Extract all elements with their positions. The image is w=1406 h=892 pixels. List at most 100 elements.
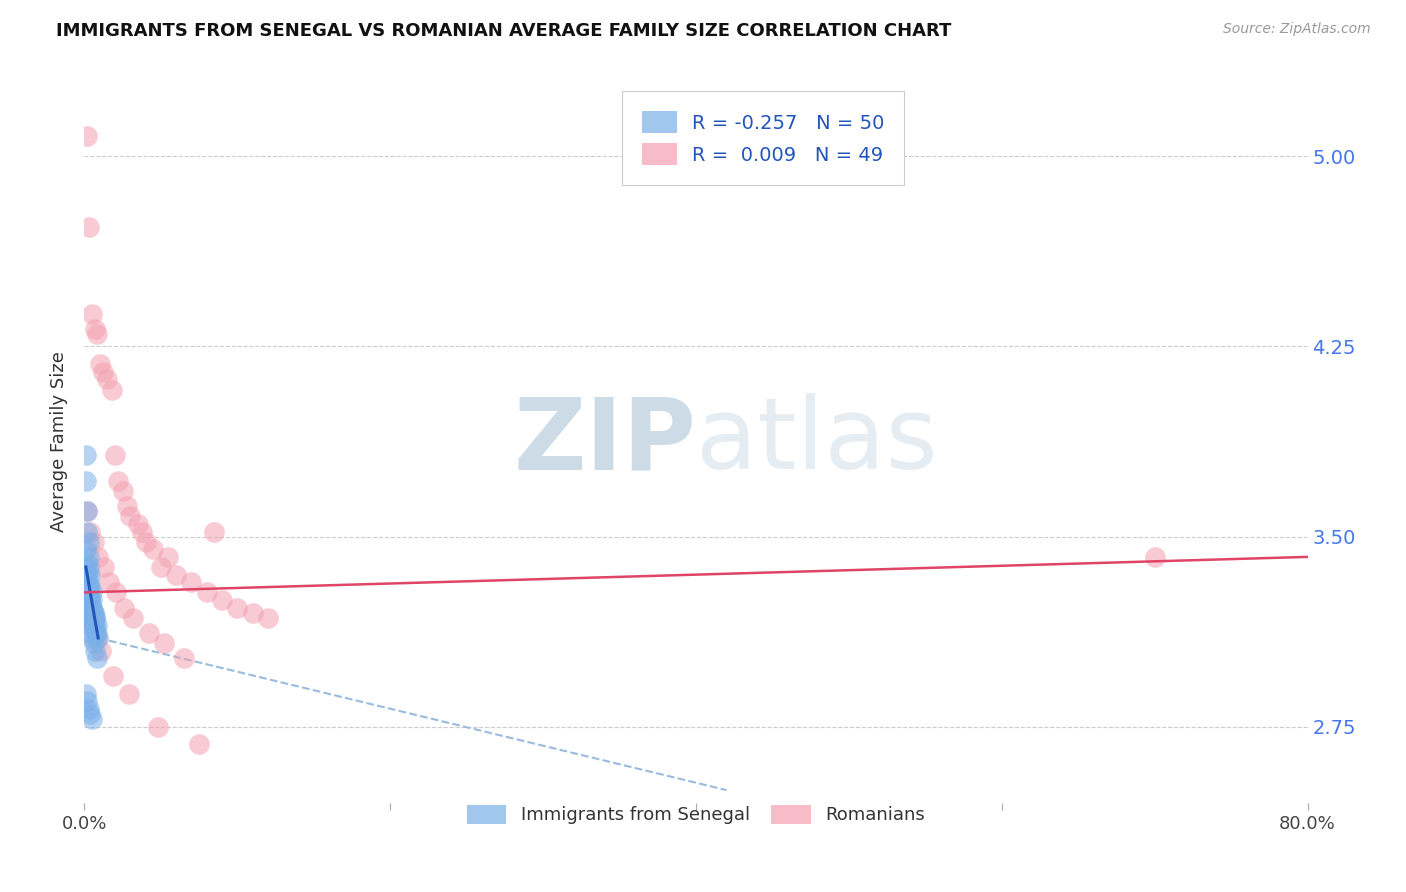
Point [80,631,103,645]
Point [79,580,101,594]
Point [149,560,172,574]
Point [107,474,129,488]
Point [96,372,118,386]
Point [77,575,100,590]
Point [86,618,108,632]
Point [76,694,98,708]
Point [180,575,202,590]
Point [188,738,211,752]
Point [77,560,100,574]
Point [242,606,264,620]
Point [79,593,101,607]
Point [76,524,98,539]
Point [84,643,107,657]
Point [83,618,105,632]
Point [77,702,100,716]
Point [83,636,105,650]
Point [75,474,97,488]
Point [80,306,103,320]
Point [86,626,108,640]
Y-axis label: Average Family Size: Average Family Size [51,351,69,532]
Point [77,534,100,549]
Point [76,504,98,518]
Point [79,606,101,620]
Point [75,542,97,557]
Point [157,549,180,564]
Point [77,585,100,599]
Point [103,669,125,683]
Point [75,560,97,574]
Point [77,580,100,594]
Point [80,618,103,632]
Point [83,606,105,620]
Point [138,626,160,640]
Point [173,651,195,665]
Point [80,593,103,607]
Point [93,560,115,574]
Point [257,611,280,625]
Point [79,524,101,539]
Point [195,585,218,599]
Point [202,524,225,539]
Point [84,611,107,625]
Point [118,687,141,701]
Point [83,534,105,549]
Point [75,449,97,463]
Point [76,611,98,625]
Point [76,567,98,582]
Point [211,593,233,607]
Point [111,483,134,498]
Point [80,600,103,615]
Point [120,509,142,524]
Point [80,585,103,599]
Point [80,611,103,625]
Point [77,220,100,235]
Point [90,643,112,657]
Point [112,600,135,615]
Point [80,600,103,615]
Point [75,687,97,701]
Point [91,365,114,379]
Point [97,575,120,590]
Point [135,534,157,549]
Point [89,357,111,371]
Text: Source: ZipAtlas.com: Source: ZipAtlas.com [1223,22,1371,37]
Point [84,611,107,625]
Point [76,555,98,569]
Point [80,712,103,726]
Point [122,611,145,625]
Text: IMMIGRANTS FROM SENEGAL VS ROMANIAN AVERAGE FAMILY SIZE CORRELATION CHART: IMMIGRANTS FROM SENEGAL VS ROMANIAN AVER… [56,22,952,40]
Point [77,606,100,620]
Point [226,600,249,615]
Text: ZIP: ZIP [513,393,696,490]
Point [76,129,98,144]
Point [146,720,169,734]
Point [84,322,107,336]
Point [79,626,101,640]
Point [131,524,153,539]
Point [77,549,100,564]
Point [75,593,97,607]
Point [86,631,108,645]
Point [86,326,108,341]
Point [1143,549,1166,564]
Point [77,618,100,632]
Point [165,567,187,582]
Point [79,567,101,582]
Point [104,449,127,463]
Point [76,504,98,518]
Point [101,383,124,397]
Point [86,651,108,665]
Point [79,593,101,607]
Point [105,585,128,599]
Point [87,549,110,564]
Point [115,499,138,513]
Text: atlas: atlas [696,393,938,490]
Point [83,611,105,625]
Point [76,600,98,615]
Point [142,542,165,557]
Point [127,516,149,531]
Point [83,606,105,620]
Point [79,707,101,722]
Legend: Immigrants from Senegal, Romanians: Immigrants from Senegal, Romanians [457,796,935,833]
